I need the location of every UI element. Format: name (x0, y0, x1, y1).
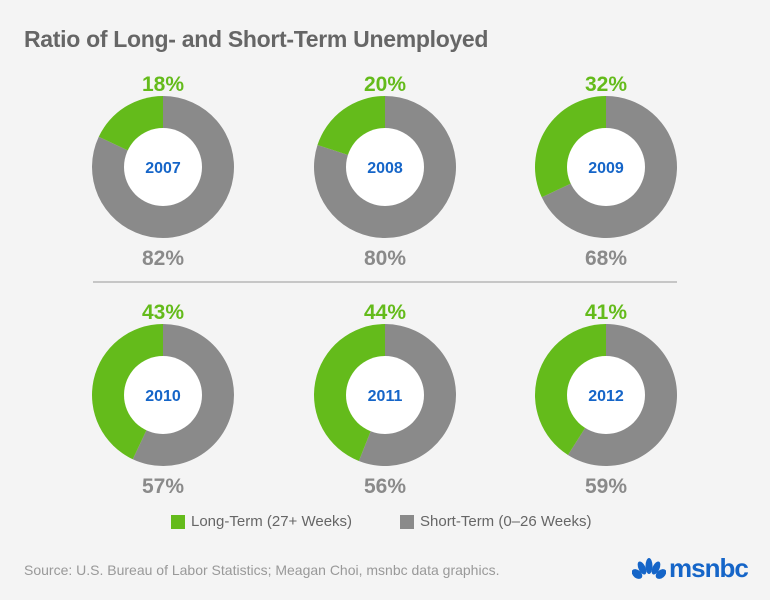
legend-swatch-long (171, 514, 185, 529)
peacock-icon (632, 557, 666, 579)
long-term-value-label: 44% (364, 301, 406, 324)
short-term-value-label: 59% (585, 475, 627, 498)
short-term-value-label: 68% (585, 247, 627, 270)
year-label: 2012 (588, 388, 624, 405)
legend-swatch-short (400, 514, 414, 529)
short-term-value-label: 80% (364, 247, 406, 270)
year-label: 2008 (367, 160, 403, 177)
donut-hole (124, 128, 202, 206)
year-label: 2007 (145, 160, 181, 177)
legend-label: Short-Term (0–26 Weeks) (420, 513, 592, 530)
long-term-value-label: 20% (364, 73, 406, 96)
year-label: 2011 (368, 388, 403, 405)
year-label: 2010 (145, 388, 181, 405)
short-term-value-label: 82% (142, 247, 184, 270)
legend-long-term: Long-Term (27+ Weeks) (171, 513, 352, 530)
long-term-value-label: 43% (142, 301, 184, 324)
short-term-value-label: 56% (364, 475, 406, 498)
donut-hole (567, 128, 645, 206)
source-note: Source: U.S. Bureau of Labor Statistics;… (24, 562, 500, 578)
legend-label: Long-Term (27+ Weeks) (191, 513, 353, 530)
donut-hole (124, 356, 202, 434)
long-term-value-label: 32% (585, 73, 627, 96)
donut-hole (346, 128, 424, 206)
long-term-value-label: 41% (585, 301, 627, 324)
logo-text: msnbc (669, 553, 749, 583)
legend-short-term: Short-Term (0–26 Weeks) (400, 513, 591, 530)
long-term-value-label: 18% (142, 73, 184, 96)
msnbc-logo: msnbc (632, 553, 749, 584)
year-label: 2009 (588, 160, 624, 177)
donut-hole (567, 356, 645, 434)
donut-hole (346, 356, 424, 434)
short-term-value-label: 57% (142, 475, 184, 498)
chart-title: Ratio of Long- and Short-Term Unemployed (24, 26, 489, 52)
